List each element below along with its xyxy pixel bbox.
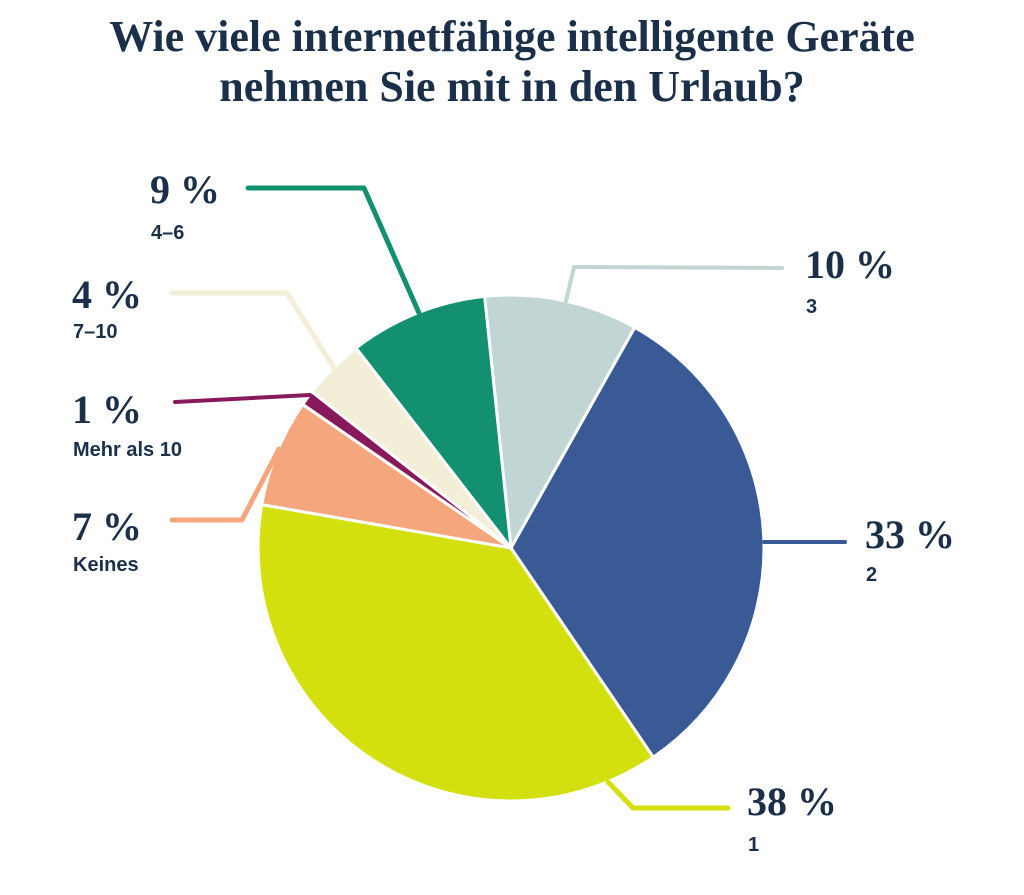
callout-percent: 9 % — [150, 167, 220, 212]
leader-line-7–10 — [169, 290, 337, 371]
callout-percent: 38 % — [747, 779, 837, 824]
callout-percent: 33 % — [865, 512, 955, 557]
callout-category: Mehr als 10 — [73, 439, 182, 461]
pie-slice-2 — [509, 325, 766, 759]
pie-slice-1 — [256, 503, 655, 803]
callout-percent: 7 % — [72, 504, 142, 549]
callout-category: 1 — [748, 834, 760, 856]
leader-line-3 — [564, 265, 784, 303]
callout-keines: 7 % Keines — [72, 504, 142, 576]
pie-slices — [256, 293, 766, 803]
callout-percent: 1 % — [72, 387, 142, 432]
callout-3: 10 % 3 — [805, 242, 895, 318]
chart-title-line1: Wie viele internetfähige intelligente Ge… — [109, 12, 915, 61]
leader-lines — [169, 185, 847, 811]
callout-mehr-als-10: 1 % Mehr als 10 — [72, 387, 182, 461]
callout-category: 4–6 — [151, 222, 185, 244]
callout-4–6: 9 % 4–6 — [150, 167, 220, 244]
callout-7–10: 4 % 7–10 — [72, 272, 142, 343]
callout-1: 38 % 1 — [747, 779, 837, 856]
callout-category: 2 — [866, 564, 878, 586]
callout-category: 3 — [806, 296, 818, 318]
leader-line-mehr-als-10 — [173, 393, 312, 404]
pie-slice-3 — [483, 293, 637, 550]
chart-title: Wie viele internetfähige intelligente Ge… — [0, 12, 1024, 112]
callout-category: 7–10 — [73, 321, 118, 343]
callout-percent: 4 % — [72, 272, 142, 317]
leader-line-keines — [169, 446, 282, 523]
callout-2: 33 % 2 — [865, 512, 955, 586]
leader-line-1 — [605, 779, 731, 811]
chart-title-line2: nehmen Sie mit in den Urlaub? — [219, 62, 805, 112]
callout-category: Keines — [73, 554, 139, 576]
callout-percent: 10 % — [805, 242, 895, 287]
leader-line-4–6 — [245, 185, 422, 316]
